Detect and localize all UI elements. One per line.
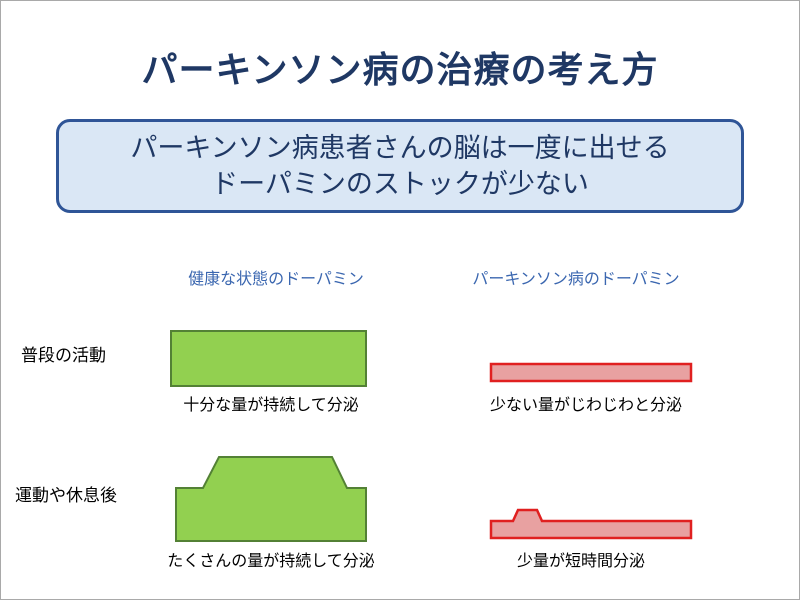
caption-parkinsons-slow: 少ない量がじわじわと分泌 [489, 397, 682, 414]
healthy-sustained-bar [170, 330, 367, 387]
caption-healthy-boost: たくさんの量が持続して分泌 [167, 553, 375, 570]
row-label-after-exercise: 運動や休息後 [15, 486, 117, 505]
column-header-parkinsons: パーキンソン病のドーパミン [472, 271, 680, 288]
callout-box: パーキンソン病患者さんの脳は一度に出せる ドーパミンのストックが少ない [56, 119, 744, 213]
row-label-normal-activity: 普段の活動 [21, 346, 106, 365]
page-title: パーキンソン病の治療の考え方 [141, 49, 659, 90]
healthy-boost-shape [175, 456, 367, 542]
column-header-healthy: 健康な状態のドーパミン [188, 271, 364, 288]
caption-healthy-sustained: 十分な量が持続して分泌 [183, 397, 359, 414]
callout-line-1: パーキンソン病患者さんの脳は一度に出せる [130, 132, 670, 163]
parkinsons-brief-shape [489, 508, 693, 540]
callout-line-2: ドーパミンのストックが少ない [211, 169, 589, 199]
parkinsons-low-bar [489, 362, 693, 383]
caption-parkinsons-brief: 少量が短時間分泌 [516, 553, 645, 570]
